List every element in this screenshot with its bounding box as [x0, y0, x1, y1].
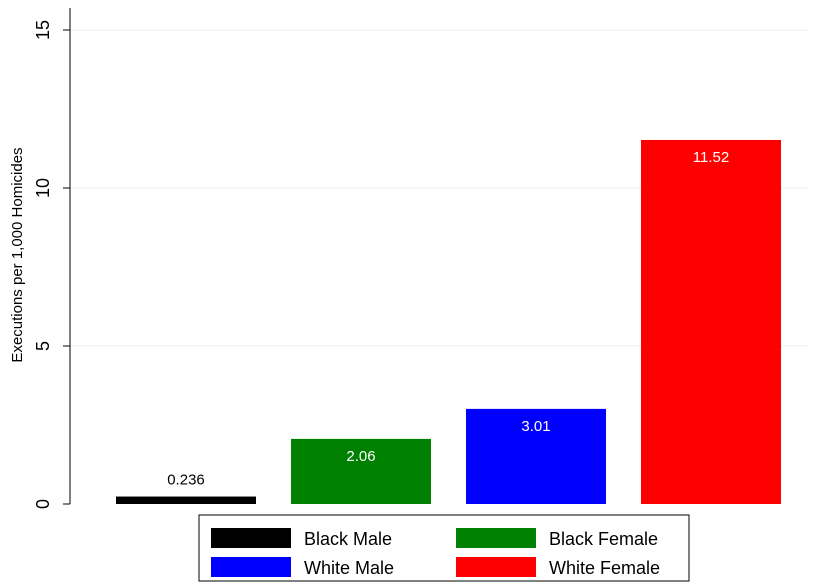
bar: [116, 496, 256, 504]
y-tick-label: 0: [33, 499, 53, 509]
data-label: 3.01: [521, 418, 550, 435]
legend-label: Black Female: [549, 529, 658, 549]
legend-swatch: [211, 557, 291, 577]
y-tick-label: 15: [33, 20, 53, 40]
legend-label: White Male: [304, 558, 394, 578]
legend: Black Male Black Female White Male White Fe…: [198, 514, 690, 582]
legend-swatch: [211, 528, 291, 548]
data-labels: 0.236 2.06 3.01 11.52: [167, 149, 729, 489]
data-label: 2.06: [346, 448, 375, 465]
data-label: 11.52: [693, 149, 729, 166]
bar: [641, 139, 781, 504]
data-label: 0.236: [167, 472, 205, 489]
bars: [116, 139, 781, 504]
y-axis-title: Executions per 1,000 Homicides: [9, 147, 26, 362]
bar: [466, 408, 606, 504]
legend-label: Black Male: [304, 529, 392, 549]
y-ticks: 0 5 10 15: [33, 20, 70, 509]
y-tick-label: 5: [33, 341, 53, 351]
y-tick-label: 10: [33, 178, 53, 198]
legend-label: White Female: [549, 558, 660, 578]
legend-swatch: [456, 528, 536, 548]
legend-swatch: [456, 557, 536, 577]
bar: [291, 438, 431, 504]
